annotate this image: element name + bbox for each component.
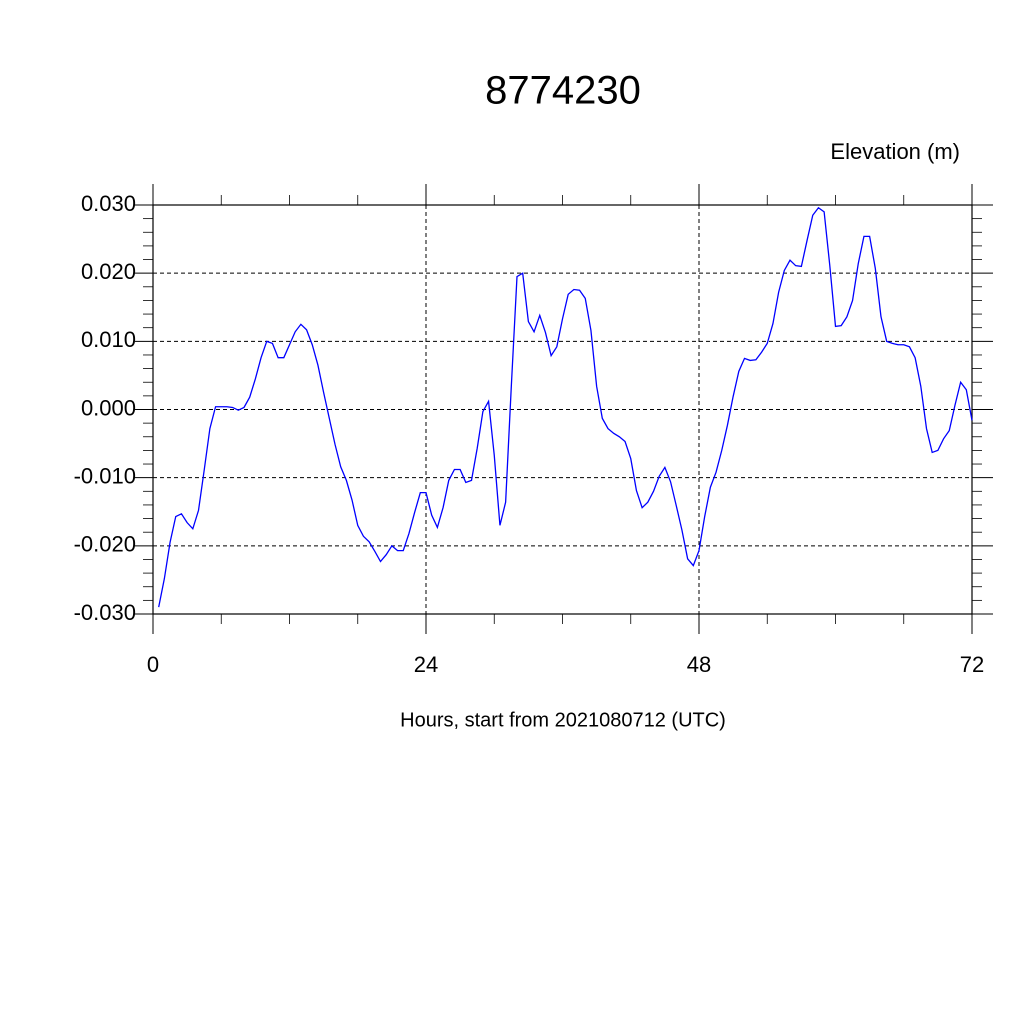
x-axis-label: Hours, start from 2021080712 (UTC) — [400, 709, 726, 731]
data-line — [158, 206, 973, 608]
x-tick-label: 72 — [960, 652, 984, 677]
chart-title: 8774230 — [485, 69, 641, 113]
y-tick-label: -0.030 — [74, 600, 136, 625]
x-tick-label: 48 — [687, 652, 711, 677]
x-tick-label: 24 — [414, 652, 438, 677]
y-tick-label: 0.000 — [81, 395, 136, 420]
y-axis-label: Elevation (m) — [830, 139, 960, 164]
y-tick-label: -0.010 — [74, 463, 136, 488]
y-tick-label: -0.020 — [74, 532, 136, 557]
y-tick-label: 0.010 — [81, 327, 136, 352]
y-tick-label: 0.020 — [81, 259, 136, 284]
y-tick-label: 0.030 — [81, 191, 136, 216]
x-tick-label: 0 — [147, 652, 159, 677]
